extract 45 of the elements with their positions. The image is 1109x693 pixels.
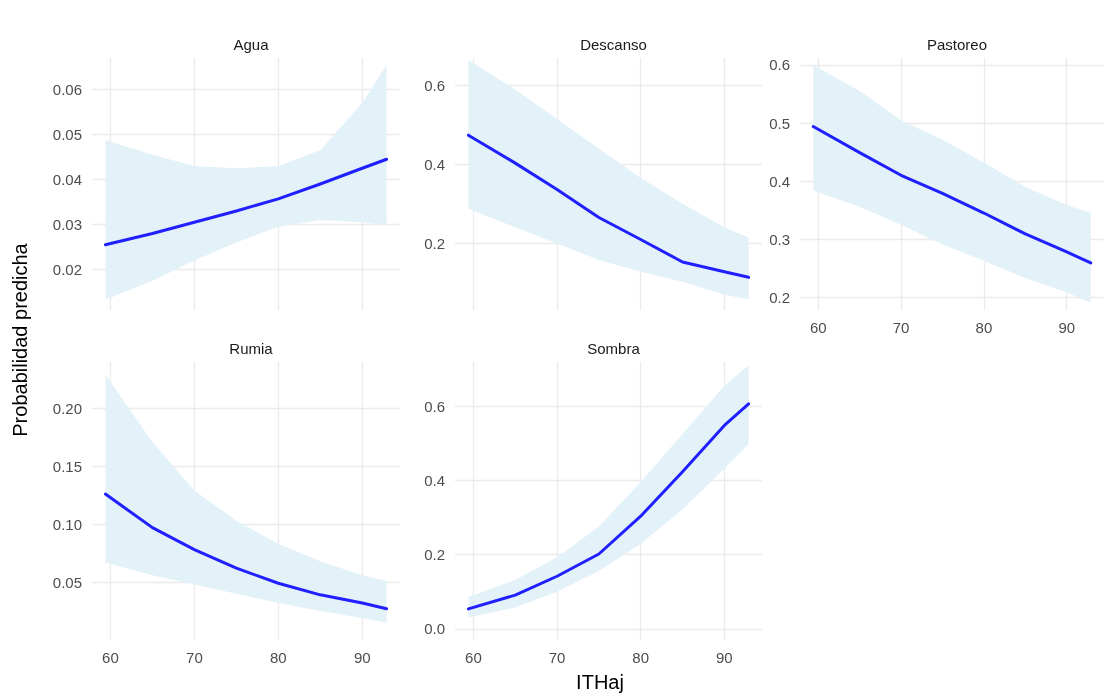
- x-tick-label: 60: [102, 649, 119, 666]
- line-series: [811, 125, 1093, 265]
- line-series: [466, 402, 751, 611]
- chart-title: Agua: [233, 36, 270, 53]
- x-tick-label: 90: [353, 649, 371, 666]
- x-tick-label: 90: [1058, 319, 1076, 336]
- y-tick-label: 0.4: [424, 155, 445, 173]
- x-axis-title: ITHaj: [576, 670, 624, 693]
- x-tick-label: 70: [892, 319, 910, 336]
- x-tick-label: 90: [716, 649, 733, 666]
- y-tick-label: 0.6: [769, 56, 790, 74]
- x-tick-label: 80: [269, 649, 287, 666]
- y-tick-label: 0.2: [769, 288, 790, 306]
- y-tick-label: 0.20: [52, 399, 82, 417]
- y-tick-label: 0.3: [769, 230, 790, 248]
- y-tick-label: 0.15: [52, 457, 82, 475]
- y-tick-label: 0.05: [52, 573, 82, 591]
- y-tick-label: 0.2: [424, 546, 445, 564]
- x-tick-label: 70: [186, 649, 203, 666]
- chart-title: Pastoreo: [926, 36, 988, 53]
- line-series: [103, 492, 389, 611]
- x-tick-label: 80: [632, 649, 650, 666]
- y-tick-label: 0.6: [424, 397, 445, 415]
- y-tick-label: 0.06: [52, 81, 82, 98]
- y-tick-label: 0.2: [424, 234, 445, 252]
- y-tick-label: 0.4: [424, 472, 445, 490]
- y-tick-label: 0.02: [52, 261, 82, 278]
- x-tick-label: 60: [465, 649, 482, 666]
- chart-title: Rumia: [229, 340, 274, 357]
- line-series: [466, 133, 751, 279]
- y-tick-label: 0.10: [52, 515, 82, 533]
- y-tick-label: 0.4: [769, 172, 790, 190]
- y-tick-label: 0.0: [424, 620, 445, 638]
- chart-title: Sombra: [587, 340, 641, 357]
- x-tick-label: 60: [809, 319, 827, 336]
- x-tick-label: 70: [548, 649, 566, 666]
- y-axis-title: Probabilidad predicha: [8, 243, 32, 437]
- y-tick-label: 0.04: [52, 171, 82, 188]
- line-series: [103, 157, 389, 247]
- y-tick-label: 0.5: [769, 114, 790, 132]
- chart-title: Descanso: [580, 36, 647, 53]
- x-tick-label: 80: [975, 319, 993, 336]
- y-tick-label: 0.6: [424, 77, 445, 95]
- y-tick-label: 0.03: [52, 216, 82, 233]
- y-tick-label: 0.05: [52, 126, 82, 143]
